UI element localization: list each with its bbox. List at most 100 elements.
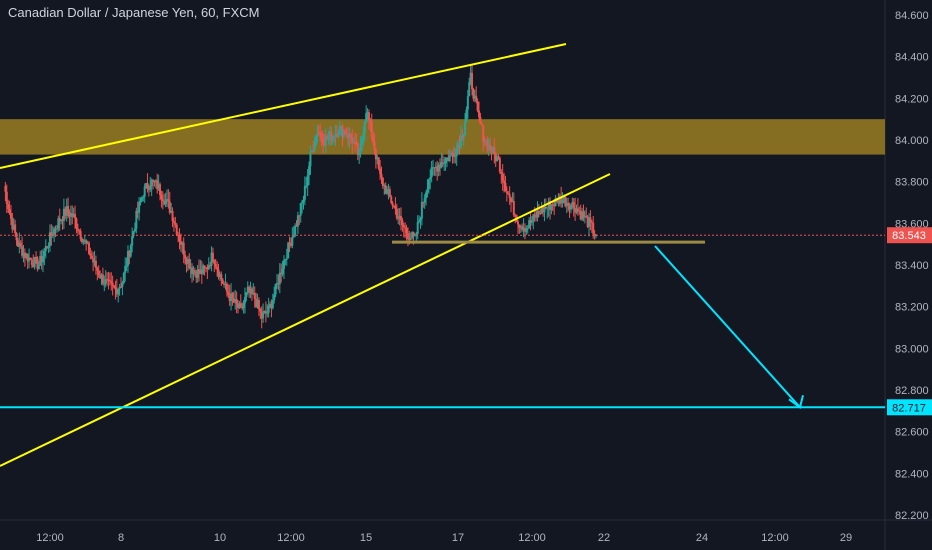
candle-body — [67, 206, 70, 213]
candle-body — [75, 218, 78, 229]
candle-body — [342, 130, 345, 137]
candle-body — [522, 227, 525, 230]
candle-body — [44, 246, 47, 252]
candle-body — [289, 243, 292, 246]
candle-body — [188, 258, 191, 269]
candle-body — [344, 130, 347, 135]
candle-body — [195, 271, 198, 278]
candle-body — [462, 134, 465, 139]
candle-body — [281, 268, 284, 275]
candle-body — [14, 224, 17, 234]
candle-body — [575, 208, 578, 213]
candle-body — [419, 218, 422, 221]
candle-body — [184, 254, 187, 259]
candle-body — [427, 179, 430, 189]
candle-body — [259, 308, 262, 312]
candle-body — [267, 306, 270, 313]
candle-body — [28, 257, 31, 262]
candle-body — [257, 299, 260, 309]
candle-body — [135, 210, 138, 229]
candle-body — [391, 202, 394, 206]
candle-body — [402, 225, 405, 228]
candle-body — [228, 295, 231, 301]
candle-body — [372, 136, 375, 142]
candle-body — [560, 196, 563, 204]
candle-body — [401, 220, 404, 226]
candle-body — [341, 126, 344, 137]
candle-body — [383, 185, 386, 187]
candle-body — [260, 311, 263, 319]
candle-body — [26, 253, 29, 262]
upper-trendline[interactable] — [0, 43, 567, 169]
candle-body — [189, 267, 192, 269]
candle-body — [408, 238, 411, 240]
candle-body — [122, 273, 125, 283]
candle-body — [140, 197, 143, 201]
candle-body — [508, 194, 511, 198]
candle-body — [352, 141, 355, 144]
candle-body — [124, 266, 127, 274]
candle-body — [466, 96, 469, 110]
candle-body — [337, 134, 340, 137]
candle-body — [376, 157, 379, 160]
candle-body — [399, 215, 402, 221]
y-tick-label: 83.800 — [895, 177, 929, 189]
x-tick-label: 12:00 — [36, 532, 64, 544]
candle-body — [39, 255, 42, 266]
candle-body — [432, 167, 435, 169]
candle-body — [504, 183, 507, 192]
y-tick-label: 83.000 — [895, 343, 929, 355]
candle-body — [86, 242, 89, 244]
candle-body — [471, 72, 474, 90]
candle-body — [315, 135, 318, 145]
candle-body — [29, 257, 32, 260]
lower-trendline[interactable] — [0, 173, 611, 467]
candle-body — [97, 270, 100, 276]
candle-body — [55, 228, 58, 230]
candle-body — [33, 257, 36, 268]
candle-body — [441, 162, 444, 164]
candle-body — [333, 135, 336, 137]
candle-body — [35, 257, 38, 259]
candle-body — [345, 134, 348, 136]
candle-body — [434, 166, 437, 168]
candle-body — [7, 203, 10, 210]
candle-body — [476, 101, 479, 111]
candle-body — [358, 151, 361, 155]
candle-body — [334, 133, 337, 137]
candle-body — [574, 208, 577, 213]
candle-body — [40, 255, 43, 263]
candle-body — [425, 192, 428, 199]
candle-body — [62, 208, 65, 222]
candle-body — [386, 189, 389, 194]
candle-body — [406, 233, 409, 239]
candle-body — [58, 218, 61, 222]
candle-body — [100, 274, 103, 279]
x-tick-label: 17 — [452, 532, 464, 544]
candle-body — [230, 293, 233, 301]
candle-body — [282, 260, 285, 269]
candle-body — [412, 232, 415, 236]
candle-body — [19, 242, 22, 247]
resistance-zone[interactable] — [0, 119, 885, 155]
candle-body — [15, 233, 18, 241]
candle-body — [319, 132, 322, 134]
candle-body — [235, 299, 238, 304]
candle-body — [221, 279, 224, 284]
candle-body — [153, 180, 156, 183]
y-tick-label: 82.400 — [895, 468, 929, 480]
candle-body — [5, 191, 8, 204]
x-tick-label: 10 — [214, 532, 226, 544]
candle-body — [365, 113, 368, 122]
candle-body — [550, 204, 553, 210]
candle-body — [196, 269, 199, 278]
projection-arrow[interactable] — [654, 245, 801, 408]
candle-body — [69, 213, 72, 217]
candle-body — [457, 145, 460, 149]
candle-body — [326, 136, 329, 139]
candle-body — [174, 222, 177, 225]
candle-body — [500, 171, 503, 175]
candle-body — [576, 208, 579, 211]
candle-body — [418, 220, 421, 223]
